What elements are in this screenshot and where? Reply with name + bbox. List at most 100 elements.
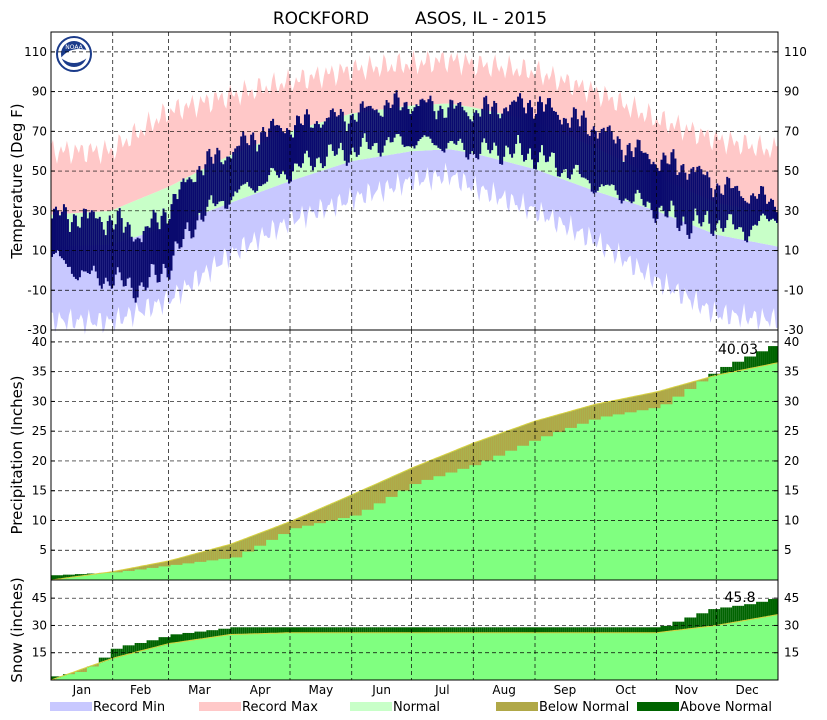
below-normal-bar (455, 450, 458, 473)
below-normal-bar (385, 479, 388, 497)
below-normal-bar (566, 412, 569, 428)
above-normal-bar (453, 627, 456, 633)
snow-total-label: 45.8 (724, 590, 755, 606)
below-normal-bar (696, 380, 699, 382)
above-normal-bar (616, 627, 619, 633)
above-normal-bar (507, 627, 510, 633)
below-normal-bar (698, 380, 701, 382)
below-normal-bar (140, 566, 143, 570)
above-normal-bar (696, 613, 699, 628)
below-normal-bar (280, 525, 283, 535)
above-normal-bar (124, 645, 127, 656)
below-normal-bar (242, 539, 245, 552)
below-normal-bar (598, 403, 601, 420)
above-normal-bar (315, 627, 318, 633)
below-normal-bar (570, 411, 573, 428)
above-normal-bar (359, 627, 362, 633)
below-normal-bar (76, 670, 79, 672)
below-normal-bar (311, 512, 314, 526)
below-normal-bar (447, 453, 450, 473)
above-normal-bar (750, 604, 753, 620)
below-normal-bar (670, 388, 673, 405)
below-normal-bar (387, 478, 390, 497)
below-normal-bar (377, 483, 380, 504)
above-normal-bar (754, 604, 757, 619)
legend-swatch (50, 702, 92, 711)
tick-label-right: -10 (784, 283, 804, 297)
below-normal-bar (363, 489, 366, 510)
above-normal-bar (248, 627, 251, 634)
tick-label-right: 25 (784, 424, 799, 438)
above-normal-bar (672, 621, 675, 631)
below-normal-bar (393, 476, 396, 497)
below-normal-bar (564, 412, 567, 428)
above-normal-bar (515, 627, 518, 633)
below-normal-bar (200, 552, 203, 562)
above-normal-bar (262, 627, 265, 634)
legend-label: Record Min (93, 700, 165, 715)
above-normal-bar (529, 627, 532, 633)
above-normal-bar (60, 575, 63, 579)
above-normal-bar (572, 627, 575, 633)
below-normal-bar (186, 556, 189, 564)
below-normal-bar (295, 519, 298, 529)
below-normal-bar (138, 566, 141, 570)
below-normal-bar (590, 405, 593, 420)
below-normal-bar (459, 448, 462, 469)
above-normal-bar (562, 627, 565, 633)
month-label: May (308, 683, 333, 697)
tick-label-right: 30 (784, 204, 799, 218)
above-normal-bar (305, 627, 308, 633)
above-normal-bar (544, 627, 547, 633)
below-normal-bar (172, 559, 175, 565)
precipitation-panel: 5 5 10 10 15 15 20 20 25 25 30 30 35 35 40 40 Precipitat… (8, 329, 799, 581)
above-normal-bar (574, 627, 577, 633)
below-normal-bar (421, 464, 424, 480)
above-normal-bar (708, 609, 711, 627)
precip-total-label: 40.03 (718, 342, 758, 358)
above-normal-bar (230, 627, 233, 635)
above-normal-bar (548, 627, 551, 633)
below-normal-bar (409, 468, 412, 485)
below-normal-bar (540, 419, 543, 437)
above-normal-bar (160, 637, 163, 646)
below-normal-bar (142, 565, 145, 570)
above-normal-bar (734, 605, 737, 623)
above-normal-bar (435, 627, 438, 633)
below-normal-bar (343, 498, 346, 519)
above-normal-bar (652, 627, 655, 633)
below-normal-bar (612, 400, 615, 415)
above-normal-bar (220, 628, 223, 637)
below-normal-bar (347, 496, 350, 519)
above-normal-bar (260, 627, 263, 634)
month-axis: Jan Feb Mar Apr May Jun Jul Aug Sep Oct Nov Dec (72, 683, 759, 697)
below-normal-bar (299, 517, 302, 529)
below-normal-bar (361, 490, 364, 510)
above-normal-bar (66, 574, 69, 578)
above-normal-bar (184, 632, 187, 642)
below-normal-bar (644, 394, 647, 411)
above-normal-bar (108, 657, 111, 660)
below-normal-bar (550, 416, 553, 437)
below-normal-bar (124, 569, 127, 571)
tick-label-left: 20 (32, 454, 47, 468)
below-normal-bar (333, 502, 336, 521)
above-normal-bar (457, 627, 460, 633)
month-label: Nov (675, 683, 698, 697)
below-normal-bar (258, 533, 261, 546)
below-normal-bar (628, 397, 631, 413)
below-normal-bar (399, 473, 402, 491)
below-normal-bar (116, 570, 119, 573)
legend-item: Record Min (50, 700, 165, 715)
above-normal-bar (54, 575, 57, 580)
above-normal-bar (744, 356, 747, 370)
y-axis-label: Precipitation (Inches) (8, 376, 26, 535)
below-normal-bar (588, 406, 591, 420)
below-normal-bar (429, 460, 432, 480)
below-normal-bar (170, 560, 173, 565)
below-normal-bar (150, 564, 153, 568)
above-normal-bar (728, 366, 731, 373)
above-normal-bar (658, 627, 661, 633)
above-normal-bar (301, 627, 304, 633)
above-normal-bar (84, 574, 87, 576)
